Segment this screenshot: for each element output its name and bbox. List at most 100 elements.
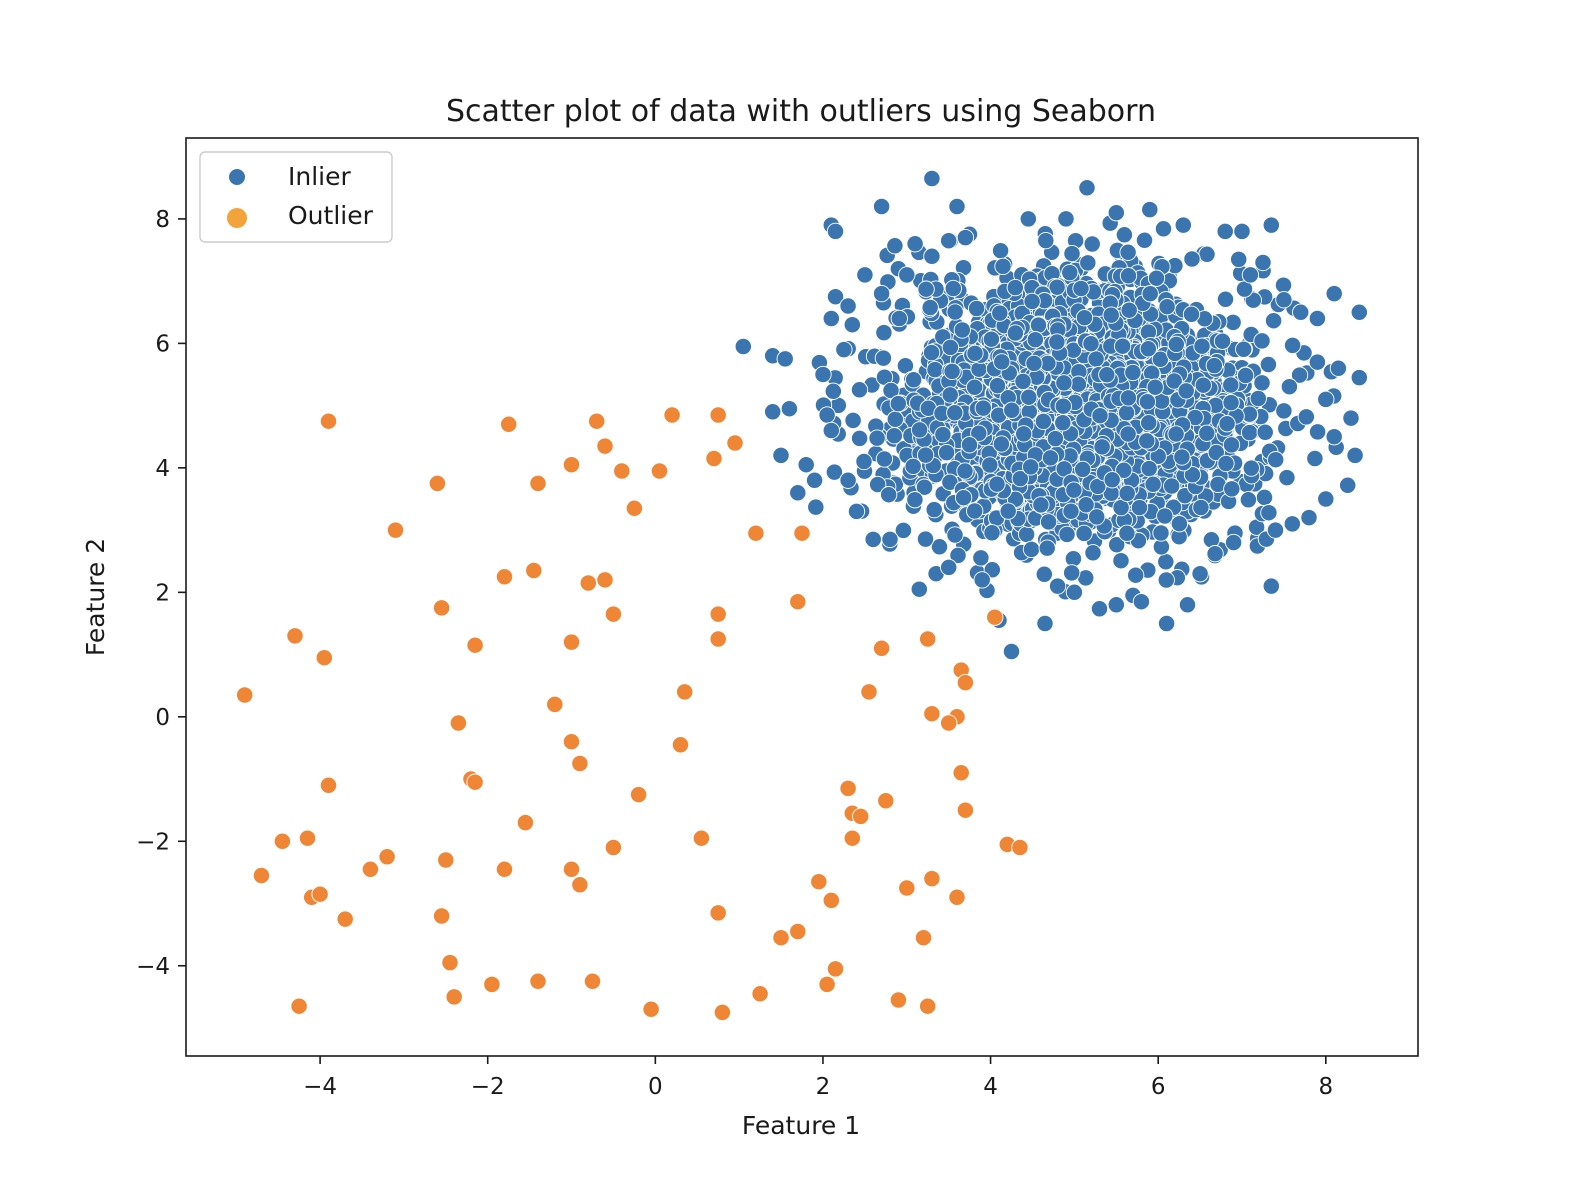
outlier-point [298, 829, 317, 847]
inlier-point [1222, 393, 1240, 412]
inlier-point [923, 169, 941, 188]
outlier-point [914, 929, 933, 947]
outlier-point [525, 561, 543, 580]
inlier-point [1091, 407, 1109, 425]
inlier-point [991, 242, 1010, 260]
inlier-point [1034, 412, 1053, 431]
inlier-point [1280, 378, 1299, 396]
inlier-point [856, 266, 874, 284]
outlier-point [562, 633, 581, 651]
inlier-point [970, 424, 988, 442]
y-tick-label: 0 [155, 705, 170, 731]
legend-outlier-marker [227, 208, 247, 228]
inlier-point [1072, 279, 1090, 298]
outlier-point [726, 434, 744, 452]
outlier-point [571, 754, 589, 773]
y-axis: −4 −2 0 2 4 6 8 [136, 207, 186, 980]
inlier-point [1191, 565, 1209, 583]
inlier-point [1154, 220, 1173, 238]
inlier-point [880, 486, 898, 504]
inlier-point [1107, 596, 1125, 614]
outlier-point [437, 851, 455, 869]
outlier-series [236, 406, 1029, 1022]
x-tick-label: 2 [816, 1074, 831, 1100]
inlier-point [1152, 524, 1170, 542]
inlier-point [805, 471, 824, 489]
outlier-point [378, 848, 396, 866]
inlier-point [1198, 424, 1216, 442]
inlier-point [1297, 408, 1315, 426]
outlier-point [579, 574, 597, 592]
x-tick-label: −4 [303, 1074, 337, 1100]
inlier-point [814, 365, 832, 384]
outlier-point [940, 714, 958, 732]
inlier-point [1256, 423, 1274, 441]
inlier-point [1146, 378, 1164, 396]
inlier-point [1022, 540, 1041, 559]
inlier-point [1098, 366, 1116, 384]
outlier-point [818, 975, 836, 994]
inlier-point [1300, 508, 1318, 527]
inlier-point [1218, 415, 1236, 433]
outlier-point [852, 807, 870, 826]
inlier-point [1113, 337, 1132, 355]
inlier-point [1240, 423, 1259, 442]
inlier-point [1236, 366, 1255, 385]
outlier-point [315, 649, 333, 667]
inlier-point [1235, 340, 1253, 358]
inlier-point [1346, 446, 1364, 465]
inlier-point [1262, 216, 1280, 234]
legend-box [199, 151, 393, 243]
inlier-point [797, 456, 815, 474]
y-tick-label: 2 [155, 580, 170, 606]
x-tick-label: 6 [1151, 1074, 1166, 1100]
outlier-point [562, 456, 581, 474]
inlier-point [973, 571, 991, 589]
y-tick-label: −4 [136, 954, 170, 980]
inlier-point [764, 403, 782, 421]
inlier-point [954, 489, 973, 507]
inlier-point [1084, 544, 1102, 562]
inlier-point [910, 580, 928, 598]
inlier-series [734, 169, 1368, 661]
outlier-point [822, 891, 840, 910]
inlier-point [916, 530, 935, 548]
inlier-point [956, 462, 974, 480]
inlier-point [1308, 423, 1327, 441]
inlier-point [1078, 179, 1096, 197]
y-tick-label: 6 [155, 331, 170, 357]
inlier-point [1063, 564, 1081, 582]
outlier-point [793, 524, 811, 542]
inlier-point [1233, 222, 1251, 241]
inlier-point [1308, 309, 1327, 328]
inlier-point [822, 421, 840, 440]
inlier-point [966, 344, 984, 363]
inlier-point [1290, 366, 1309, 384]
outlier-point [613, 462, 631, 480]
outlier-point [562, 733, 581, 751]
legend: Inlier Outlier [199, 151, 393, 243]
inlier-point [944, 279, 962, 298]
inlier-point [1083, 235, 1101, 253]
inlier-point [1041, 449, 1060, 467]
legend-inlier-marker [229, 169, 245, 185]
inlier-point [1216, 222, 1234, 241]
inlier-point [1130, 498, 1149, 517]
inlier-point [1275, 291, 1293, 309]
inlier-point [1147, 269, 1166, 287]
outlier-point [432, 907, 451, 925]
x-tick-label: 0 [648, 1074, 663, 1100]
inlier-point [1132, 593, 1151, 611]
inlier-point [839, 297, 857, 315]
inlier-point [956, 228, 975, 247]
inlier-point [1253, 374, 1271, 392]
outlier-point [466, 773, 484, 791]
inlier-point [1108, 536, 1126, 554]
inlier-point [1193, 337, 1211, 355]
outlier-point [923, 869, 941, 888]
inlier-point [1088, 508, 1106, 526]
inlier-point [1087, 350, 1105, 368]
inlier-point [1183, 466, 1202, 484]
inlier-point [974, 399, 992, 417]
outlier-point [483, 975, 501, 994]
